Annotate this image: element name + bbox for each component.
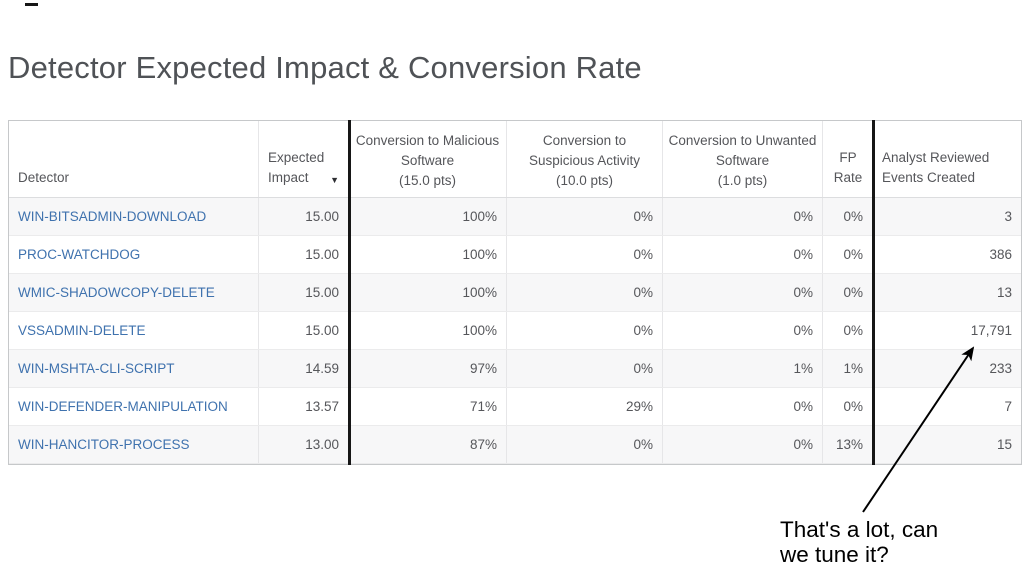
conv-malicious-cell: 100% [349,236,507,273]
black-divider-line [872,120,875,465]
conv-malicious-cell: 87% [349,426,507,463]
column-header-conversion-unwanted[interactable]: Conversion to Unwanted Software (1.0 pts… [663,121,823,197]
expected-impact-cell: 15.00 [259,312,349,349]
detector-link[interactable]: WIN-MSHTA-CLI-SCRIPT [18,361,175,376]
events-created-cell: 7 [1004,399,1012,414]
detector-table: Detector Expected Impact ▼ Conversion to… [8,120,1022,465]
detector-cell: WIN-HANCITOR-PROCESS [9,426,259,463]
sort-desc-icon[interactable]: ▼ [330,175,339,185]
column-header-expected-impact[interactable]: Expected Impact ▼ [259,121,349,197]
column-header-events-created[interactable]: Analyst Reviewed Events Created [882,150,990,185]
conv-malicious-cell: 100% [349,274,507,311]
conv-suspicious-cell: 0% [507,236,663,273]
conv-suspicious-cell: 0% [507,274,663,311]
detector-link[interactable]: WIN-HANCITOR-PROCESS [18,437,190,452]
expected-impact-cell: 14.59 [259,350,349,387]
table-row: WIN-DEFENDER-MANIPULATION 13.57 71% 29% … [9,388,1021,426]
detector-cell: PROC-WATCHDOG [9,236,259,273]
page-title: Detector Expected Impact & Conversion Ra… [8,50,642,85]
fp-rate-cell: 13% [823,426,873,463]
events-created-cell: 15 [996,437,1012,452]
column-header-conversion-malicious[interactable]: Conversion to Malicious Software (15.0 p… [349,121,507,197]
fp-rate-cell: 0% [823,236,873,273]
conv-unwanted-cell: 0% [663,198,823,235]
conv-unwanted-cell: 0% [663,236,823,273]
conv-unwanted-cell: 0% [663,312,823,349]
detector-link[interactable]: WIN-BITSADMIN-DOWNLOAD [18,209,207,224]
black-divider-line [348,120,351,465]
events-created-cell: 17,791 [970,323,1012,338]
fp-rate-cell: 0% [823,388,873,425]
events-created-cell: 13 [996,285,1012,300]
fp-rate-cell: 0% [823,198,873,235]
conv-suspicious-cell: 29% [507,388,663,425]
detector-cell: WIN-MSHTA-CLI-SCRIPT [9,350,259,387]
events-created-cell: 233 [989,361,1012,376]
conv-malicious-cell: 100% [349,198,507,235]
fp-rate-cell: 1% [823,350,873,387]
conv-malicious-cell: 100% [349,312,507,349]
conv-malicious-cell: 97% [349,350,507,387]
events-created-cell: 386 [989,247,1012,262]
detector-cell: WIN-BITSADMIN-DOWNLOAD [9,198,259,235]
detector-link[interactable]: WMIC-SHADOWCOPY-DELETE [18,285,215,300]
table-row: WIN-HANCITOR-PROCESS 13.00 87% 0% 0% 13%… [9,426,1021,464]
detector-link[interactable]: WIN-DEFENDER-MANIPULATION [18,399,228,414]
table-row: PROC-WATCHDOG 15.00 100% 0% 0% 0% 386 [9,236,1021,274]
conv-unwanted-cell: 0% [663,426,823,463]
expected-impact-cell: 13.57 [259,388,349,425]
fp-rate-cell: 0% [823,274,873,311]
table-row: WMIC-SHADOWCOPY-DELETE 15.00 100% 0% 0% … [9,274,1021,312]
detector-cell: WIN-DEFENDER-MANIPULATION [9,388,259,425]
expected-impact-cell: 15.00 [259,198,349,235]
expected-impact-cell: 13.00 [259,426,349,463]
expected-impact-cell: 15.00 [259,274,349,311]
conv-suspicious-cell: 0% [507,350,663,387]
events-created-cell: 3 [1004,209,1012,224]
expected-impact-cell: 15.00 [259,236,349,273]
table-row: VSSADMIN-DELETE 15.00 100% 0% 0% 0% 17,7… [9,312,1021,350]
detector-cell: VSSADMIN-DELETE [9,312,259,349]
column-header-conversion-suspicious[interactable]: Conversion to Suspicious Activity (10.0 … [507,121,663,197]
column-header-detector[interactable]: Detector [9,121,259,197]
table-row: WIN-MSHTA-CLI-SCRIPT 14.59 97% 0% 1% 1% … [9,350,1021,388]
detector-link[interactable]: VSSADMIN-DELETE [18,323,146,338]
detector-link[interactable]: PROC-WATCHDOG [18,247,141,262]
conv-unwanted-cell: 0% [663,274,823,311]
conv-suspicious-cell: 0% [507,198,663,235]
fp-rate-cell: 0% [823,312,873,349]
table-header-row: Detector Expected Impact ▼ Conversion to… [9,121,1021,198]
conv-suspicious-cell: 0% [507,426,663,463]
corner-mark [25,3,38,6]
conv-unwanted-cell: 0% [663,388,823,425]
conv-malicious-cell: 71% [349,388,507,425]
detector-cell: WMIC-SHADOWCOPY-DELETE [9,274,259,311]
table-row: WIN-BITSADMIN-DOWNLOAD 15.00 100% 0% 0% … [9,198,1021,236]
column-header-fp-rate[interactable]: FP Rate [823,121,873,197]
conv-suspicious-cell: 0% [507,312,663,349]
conv-unwanted-cell: 1% [663,350,823,387]
annotation-text: That's a lot, can we tune it? [780,517,939,567]
